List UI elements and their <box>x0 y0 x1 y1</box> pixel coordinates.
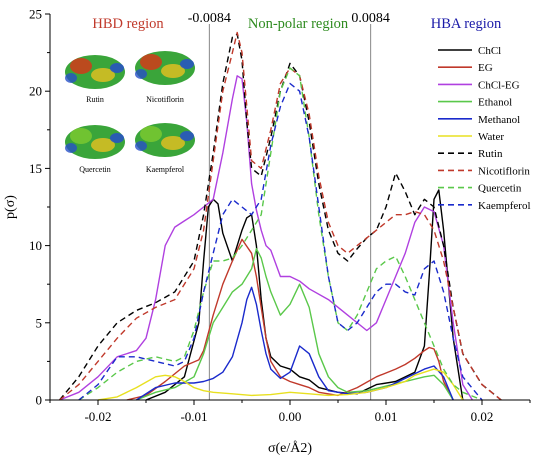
y-axis-title: p(σ) <box>3 195 18 219</box>
legend-label: Water <box>478 131 504 143</box>
series-line-chcl <box>145 189 464 401</box>
series-line-methanol <box>136 286 454 401</box>
surface-patch <box>70 128 92 144</box>
surface-patch <box>135 141 147 151</box>
surface-patch <box>161 64 185 78</box>
series-line-eg <box>126 238 454 401</box>
surface-patch <box>180 59 194 69</box>
x-axis-title: σ(e/Å2) <box>268 440 312 456</box>
region-label: Non-polar region <box>248 16 349 32</box>
y-tick-label: 0 <box>36 393 43 408</box>
legend-label: Ethanol <box>478 97 512 109</box>
surface-patch <box>161 136 185 150</box>
x-tick-label: 0.02 <box>471 409 494 424</box>
surface-patch <box>140 126 162 142</box>
y-tick-label: 25 <box>29 7 42 22</box>
legend-label: Quercetin <box>478 183 522 195</box>
molecule-surface-image <box>135 51 195 85</box>
x-tick-label: -0.02 <box>84 409 111 424</box>
series-line-quercetin <box>78 67 483 401</box>
series-line-chcl-eg <box>59 75 473 401</box>
x-tick-label: 0.00 <box>279 409 302 424</box>
legend-label: Methanol <box>478 114 520 126</box>
surface-patch <box>110 133 124 143</box>
surface-patch <box>180 131 194 141</box>
series-line-rutin <box>59 33 502 401</box>
molecule-label: Rutin <box>86 95 104 104</box>
series-line-kaempferol <box>78 82 483 401</box>
y-tick-label: 15 <box>29 161 42 176</box>
y-tick-label: 10 <box>29 238 42 253</box>
x-tick-label: 0.01 <box>375 409 398 424</box>
legend-label: EG <box>478 62 493 74</box>
surface-patch <box>135 69 147 79</box>
x-tick-label: -0.01 <box>180 409 207 424</box>
surface-patch <box>91 68 115 82</box>
legend-label: Rutin <box>478 148 503 160</box>
surface-patch <box>110 63 124 73</box>
region-label: HBA region <box>431 16 502 32</box>
legend-label: ChCl <box>478 45 501 57</box>
surface-patch <box>65 143 77 153</box>
surface-patch <box>91 138 115 152</box>
legend-label: Kaempferol <box>478 200 531 212</box>
molecule-surface-image <box>135 123 195 157</box>
series-line-water <box>97 368 464 401</box>
molecule-surface-image <box>65 55 125 89</box>
legend-label: Nicotiflorin <box>478 165 530 177</box>
surface-patch <box>65 73 77 83</box>
surface-patch <box>140 54 162 70</box>
y-tick-label: 5 <box>36 315 43 330</box>
threshold-label: -0.0084 <box>188 11 231 26</box>
molecule-label: Nicotiflorin <box>146 95 184 104</box>
region-label: HBD region <box>92 16 164 32</box>
y-tick-label: 20 <box>29 84 42 99</box>
surface-patch <box>70 58 92 74</box>
molecule-label: Kaempferol <box>146 165 185 174</box>
molecule-label: Quercetin <box>79 165 111 174</box>
legend-label: ChCl-EG <box>478 79 520 91</box>
series-line-nicotiflorin <box>59 31 502 401</box>
molecule-surface-image <box>65 125 125 159</box>
threshold-label: 0.0084 <box>351 11 390 26</box>
